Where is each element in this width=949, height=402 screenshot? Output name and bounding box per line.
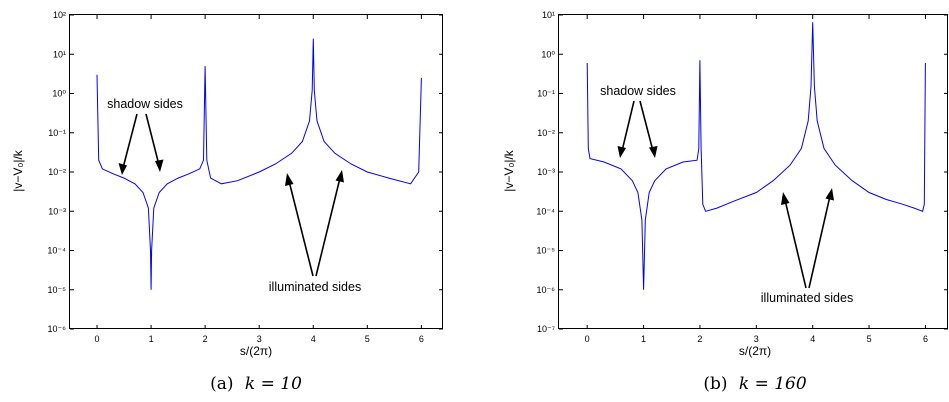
x-tick-label: 4 [810, 334, 815, 344]
caption-b: (b) k = 160 [703, 374, 807, 394]
arrowhead-illuminated-a-1 [285, 173, 294, 186]
caption-a: (a) k = 10 [210, 374, 302, 394]
arrow-illuminated-a-1 [288, 180, 314, 277]
x-tick-label: 5 [365, 334, 370, 344]
plot-frame-a [69, 14, 443, 329]
y-tick-label: 10⁰ [52, 89, 66, 99]
annotation-shadow-b-text: shadow sides [600, 84, 676, 98]
arrow-shadow-b-2 [639, 100, 654, 152]
plot-area-b [586, 22, 926, 290]
y-tick-label: 10⁻⁶ [48, 324, 67, 334]
y-tick-label: 10⁻² [48, 167, 66, 177]
caption-a-eq: k = 10 [245, 374, 302, 394]
y-tick-label: 10⁻⁵ [537, 246, 556, 256]
y-tick-label: 10⁻⁷ [537, 324, 555, 334]
plot-frame-b [558, 14, 948, 329]
y-tick-label: 10⁻⁵ [48, 285, 67, 295]
arrowhead-illuminated-a-2 [335, 170, 344, 183]
x-tick-label: 3 [257, 334, 262, 344]
annotation-illuminated-b: illuminated sides [761, 188, 853, 305]
x-tick-label: 6 [419, 334, 424, 344]
y-tick-label: 10⁻⁴ [47, 246, 66, 256]
y-tick-label: 10⁻³ [537, 167, 555, 177]
y-tick-label: 10² [53, 10, 66, 20]
y-tick-label: 10⁻² [537, 128, 555, 138]
y-tick-label: 10¹ [542, 10, 555, 20]
arrow-shadow-b-1 [621, 100, 635, 152]
x-tick-label: 1 [641, 334, 646, 344]
annotation-shadow-a: shadow sides [107, 97, 183, 175]
x-tick-label: 0 [95, 334, 100, 344]
y-ticks-a: 10⁻⁶ 10⁻⁵ 10⁻⁴ 10⁻³ 10⁻² 10⁻¹ 10⁰ 10¹ 10² [47, 10, 443, 334]
annotation-illuminated-a: illuminated sides [269, 170, 361, 294]
annotation-illuminated-a-text: illuminated sides [269, 280, 361, 294]
arrowhead-shadow-b-1 [617, 146, 626, 158]
arrow-illuminated-a-2 [315, 177, 341, 277]
x-tick-label: 1 [149, 334, 154, 344]
series-line-a [96, 38, 422, 290]
y-tick-label: 10⁰ [541, 49, 555, 59]
x-tick-label: 5 [867, 334, 872, 344]
x-ticks-b: 0 1 2 3 4 5 6 [585, 15, 928, 344]
caption-a-label: (a) [210, 374, 233, 394]
x-tick-label: 2 [203, 334, 208, 344]
annotation-shadow-b: shadow sides [600, 84, 676, 158]
series-line-b [586, 22, 926, 290]
x-ticks-a: 0 1 2 3 4 5 6 [95, 15, 424, 344]
x-axis-label-b: s/(2π) [739, 344, 771, 358]
x-tick-label: 3 [754, 334, 759, 344]
arrow-shadow-a-2 [145, 113, 160, 166]
annotation-shadow-a-text: shadow sides [107, 97, 183, 111]
x-tick-label: 0 [585, 334, 590, 344]
y-ticks-b: 10⁻⁷ 10⁻⁶ 10⁻⁵ 10⁻⁴ 10⁻³ 10⁻² 10⁻¹ 10⁰ 10¹ [536, 10, 948, 334]
arrowhead-shadow-a-1 [118, 163, 127, 175]
y-axis-label-a: |v−V₀|/k [11, 149, 25, 192]
x-tick-label: 6 [923, 334, 928, 344]
annotation-illuminated-b-text: illuminated sides [761, 291, 853, 305]
caption-b-label: (b) [703, 374, 727, 394]
arrowhead-shadow-b-2 [649, 146, 658, 158]
x-tick-label: 2 [697, 334, 702, 344]
arrow-illuminated-b-2 [808, 195, 831, 289]
y-tick-label: 10⁻¹ [537, 89, 555, 99]
y-tick-label: 10⁻¹ [48, 128, 66, 138]
arrowhead-illuminated-b-2 [825, 188, 834, 201]
y-tick-label: 10⁻⁴ [536, 206, 555, 216]
arrow-illuminated-b-1 [784, 199, 807, 289]
plot-area-a [96, 38, 422, 290]
x-tick-label: 4 [311, 334, 316, 344]
x-axis-label-a: s/(2π) [240, 344, 272, 358]
y-axis-label-b: |v−V₀|/k [502, 149, 516, 192]
y-tick-label: 10⁻⁶ [537, 285, 556, 295]
y-tick-label: 10⁻³ [48, 206, 66, 216]
caption-b-eq: k = 160 [739, 374, 807, 394]
arrowhead-illuminated-b-1 [781, 192, 790, 205]
arrowhead-shadow-a-2 [155, 159, 164, 172]
arrow-shadow-a-1 [122, 113, 138, 169]
y-tick-label: 10¹ [53, 49, 66, 59]
